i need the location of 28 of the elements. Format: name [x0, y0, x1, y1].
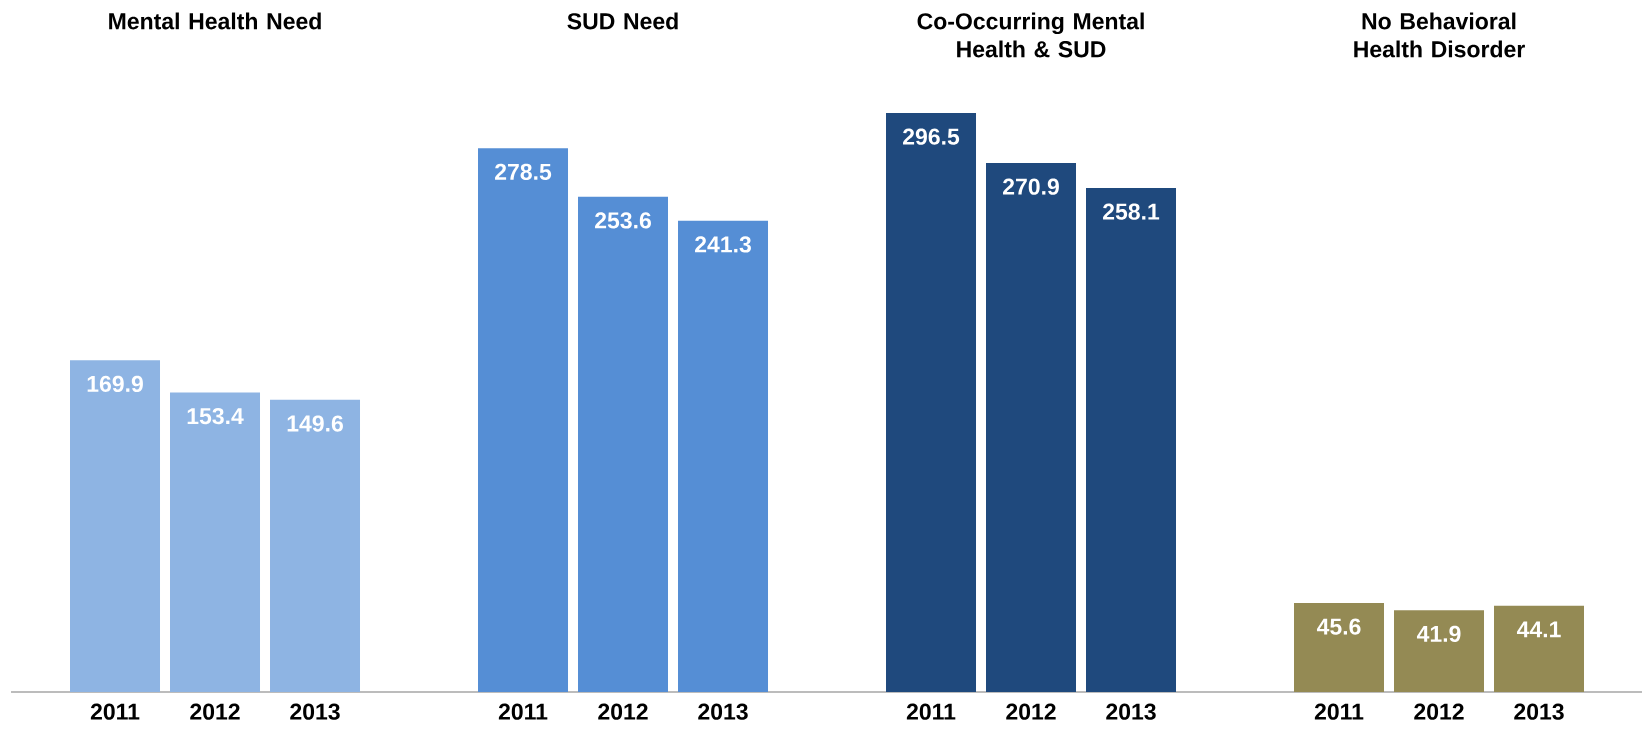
- data-label: 270.9: [1003, 178, 1059, 195]
- x-tick-label: 2011: [90, 703, 140, 720]
- x-tick-label: 2012: [1006, 703, 1056, 720]
- x-tick-label: 2012: [190, 703, 240, 720]
- x-tick-label: 2011: [498, 703, 548, 720]
- x-tick-label: 2013: [1106, 703, 1156, 720]
- chart-title: No Behavioral Health Disorder: [1354, 12, 1525, 58]
- data-label: 278.5: [495, 163, 552, 180]
- data-label: 253.6: [595, 212, 651, 229]
- data-label: 44.1: [1516, 621, 1561, 638]
- data-label: 258.1: [1103, 203, 1160, 220]
- data-label: 45.6: [1316, 618, 1361, 635]
- x-tick-label: 2011: [1314, 703, 1364, 720]
- data-label: 153.4: [187, 407, 244, 425]
- data-label: 169.9: [87, 375, 143, 393]
- data-label: 149.6: [287, 415, 343, 432]
- x-tick-label: 2011: [906, 703, 956, 720]
- x-tick-label: 2013: [290, 703, 340, 720]
- x-tick-label: 2012: [598, 703, 648, 720]
- x-tick-label: 2013: [1514, 703, 1564, 720]
- x-tick-label: 2013: [698, 703, 748, 720]
- chart-title: Co-Occurring Mental Health & SUD: [917, 12, 1144, 58]
- data-label: 41.9: [1416, 625, 1461, 642]
- chart-title: Mental Health Need: [109, 12, 321, 30]
- chart-title: SUD Need: [567, 12, 678, 30]
- x-tick-label: 2012: [1414, 703, 1464, 720]
- data-label: 241.3: [695, 236, 751, 253]
- data-label: 296.5: [903, 128, 960, 145]
